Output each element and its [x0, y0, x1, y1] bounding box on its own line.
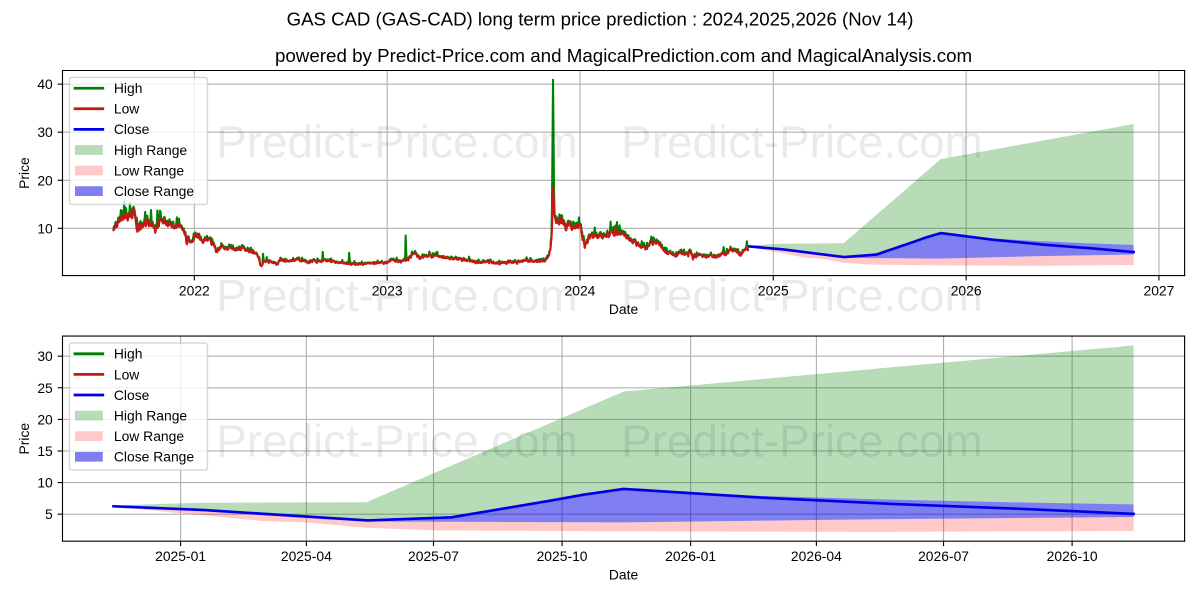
svg-text:Date: Date: [609, 566, 639, 582]
svg-text:2026-04: 2026-04: [791, 548, 842, 564]
svg-text:2027: 2027: [1144, 282, 1175, 298]
svg-text:Close Range: Close Range: [114, 449, 202, 465]
svg-text:2022: 2022: [179, 282, 210, 298]
svg-text:5: 5: [45, 506, 53, 522]
svg-text:30: 30: [37, 124, 53, 140]
svg-text:GAS CAD (GAS-CAD) long term pr: GAS CAD (GAS-CAD) long term price predic…: [287, 8, 914, 29]
svg-text:Price: Price: [16, 423, 32, 455]
svg-text:15: 15: [37, 443, 53, 459]
svg-text:Low: Low: [114, 101, 147, 117]
svg-text:Low Range: Low Range: [114, 428, 192, 444]
svg-text:30: 30: [37, 348, 53, 364]
svg-text:2023: 2023: [372, 282, 403, 298]
svg-text:Predict-Price.com: Predict-Price.com: [216, 416, 578, 467]
svg-text:2025: 2025: [758, 282, 789, 298]
svg-text:High: High: [114, 346, 150, 362]
svg-text:High Range: High Range: [114, 142, 195, 158]
svg-text:2026-01: 2026-01: [665, 548, 716, 564]
svg-text:Low: Low: [114, 366, 147, 382]
svg-text:20: 20: [37, 411, 53, 427]
svg-text:2025-01: 2025-01: [155, 548, 206, 564]
svg-text:2024: 2024: [565, 282, 596, 298]
svg-text:powered by Predict-Price.com a: powered by Predict-Price.com and Magical…: [275, 45, 972, 66]
svg-text:20: 20: [37, 172, 53, 188]
svg-text:Predict-Price.com: Predict-Price.com: [621, 116, 983, 167]
svg-text:Low Range: Low Range: [114, 162, 192, 178]
svg-text:10: 10: [37, 220, 53, 236]
svg-text:Predict-Price.com: Predict-Price.com: [216, 270, 578, 321]
svg-text:2026-07: 2026-07: [918, 548, 969, 564]
svg-text:Predict-Price.com: Predict-Price.com: [216, 116, 578, 167]
svg-text:2026: 2026: [951, 282, 982, 298]
svg-text:2025-07: 2025-07: [408, 548, 459, 564]
svg-text:10: 10: [37, 475, 53, 491]
svg-text:25: 25: [37, 380, 53, 396]
svg-text:Close Range: Close Range: [114, 183, 202, 199]
svg-text:2025-04: 2025-04: [281, 548, 332, 564]
svg-text:2025-10: 2025-10: [537, 548, 588, 564]
svg-text:Predict-Price.com: Predict-Price.com: [621, 416, 983, 467]
svg-text:Close: Close: [114, 387, 157, 403]
svg-text:40: 40: [37, 76, 53, 92]
svg-text:High Range: High Range: [114, 407, 195, 423]
svg-text:High: High: [114, 80, 150, 96]
svg-text:Date: Date: [609, 301, 639, 317]
svg-text:Close: Close: [114, 121, 157, 137]
svg-text:Predict-Price.com: Predict-Price.com: [621, 270, 983, 321]
svg-text:Price: Price: [16, 157, 32, 189]
svg-text:2026-10: 2026-10: [1047, 548, 1098, 564]
